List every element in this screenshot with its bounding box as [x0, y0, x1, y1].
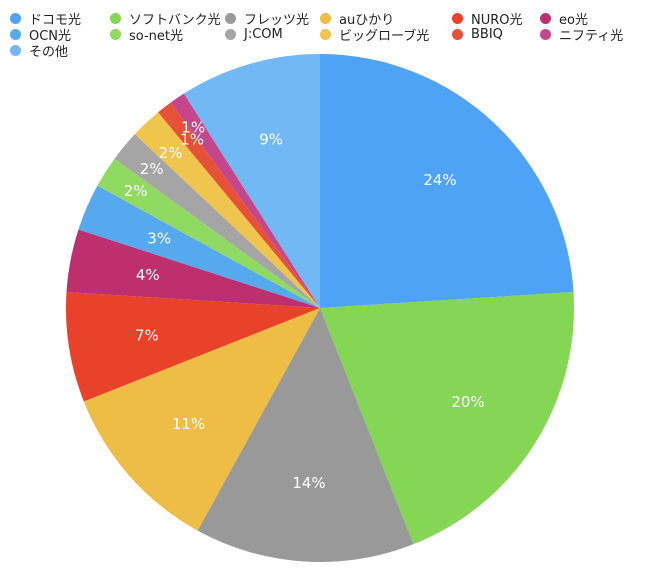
legend-label: eo光: [559, 12, 588, 28]
legend-label: その他: [29, 44, 69, 60]
legend-item-10: ビッグローブ光: [320, 25, 430, 44]
legend-label: ニフティ光: [559, 28, 624, 44]
legend-label: ビッグローブ光: [339, 28, 430, 44]
slice-label-12: 1%: [181, 118, 205, 136]
legend-label: BBIQ: [471, 26, 503, 42]
legend-item-3: フレッツ光: [225, 9, 310, 28]
legend-label: OCN光: [29, 28, 72, 44]
legend-swatch-icon: [452, 12, 463, 24]
legend-item-12: ニフティ光: [540, 25, 624, 44]
pie-slice-11: [158, 102, 320, 309]
legend-item-2: ソフトバンク光: [110, 9, 221, 28]
slice-label-13: 9%: [259, 131, 283, 149]
pie-slice-2: [320, 292, 574, 545]
pie-slice-12: [170, 93, 320, 308]
legend-label: ソフトバンク光: [129, 12, 221, 28]
legend-item-6: eo光: [540, 9, 588, 28]
pie-slice-3: [197, 308, 414, 562]
slice-label-5: 7%: [135, 326, 159, 344]
pie-slice-1: [320, 54, 574, 308]
pie-slice-6: [66, 229, 320, 308]
pie-slice-5: [66, 292, 321, 402]
slice-label-11: 1%: [180, 130, 204, 148]
legend-label: NURO光: [471, 12, 523, 28]
legend-item-8: so-net光: [110, 25, 183, 44]
pie-slice-10: [134, 112, 320, 308]
pie-slice-13: [183, 54, 320, 308]
legend-swatch-icon: [540, 12, 551, 24]
legend-swatch-icon: [225, 28, 236, 40]
slice-labels: 24%20%14%11%7%4%3%2%2%2%1%1%9%: [124, 118, 485, 492]
slice-label-1: 24%: [423, 171, 456, 189]
legend-label: auひかり: [339, 12, 395, 28]
slice-label-6: 4%: [136, 266, 160, 284]
legend-swatch-icon: [320, 12, 331, 24]
legend-label: ドコモ光: [29, 12, 82, 28]
legend-swatch-icon: [225, 12, 236, 24]
legend-item-9: J:COM: [225, 25, 283, 43]
pie-slices: [66, 54, 574, 562]
slice-label-9: 2%: [140, 160, 164, 178]
legend-swatch-icon: [320, 28, 331, 40]
legend-item-13: その他: [10, 41, 69, 60]
pie-slice-4: [83, 308, 321, 531]
legend-item-5: NURO光: [452, 9, 523, 28]
legend-item-4: auひかり: [320, 9, 395, 28]
slice-label-8: 2%: [124, 182, 148, 200]
legend-label: フレッツ光: [244, 12, 310, 28]
legend-swatch-icon: [540, 28, 551, 40]
legend-swatch-icon: [10, 28, 21, 40]
legend-label: J:COM: [244, 26, 283, 42]
pie-slice-8: [97, 158, 320, 308]
slice-label-3: 14%: [292, 474, 325, 492]
legend-swatch-icon: [110, 28, 121, 40]
pie-slice-7: [78, 185, 321, 308]
legend-item-11: BBIQ: [452, 25, 503, 43]
chart-legend: ドコモ光 ソフトバンク光 フレッツ光 auひかり NURO光 eo光 OCN光 so-net光…: [10, 9, 650, 71]
legend-item-7: OCN光: [10, 25, 72, 44]
slice-label-10: 2%: [159, 144, 183, 162]
slice-label-4: 11%: [172, 415, 205, 433]
legend-swatch-icon: [10, 44, 21, 56]
slice-label-7: 3%: [147, 229, 171, 247]
legend-label: so-net光: [129, 28, 183, 44]
slice-label-2: 20%: [451, 393, 484, 411]
legend-swatch-icon: [10, 12, 21, 24]
legend-swatch-icon: [110, 12, 121, 24]
legend-swatch-icon: [452, 28, 463, 40]
pie-slice-9: [114, 134, 321, 308]
legend-item-1: ドコモ光: [10, 9, 82, 28]
